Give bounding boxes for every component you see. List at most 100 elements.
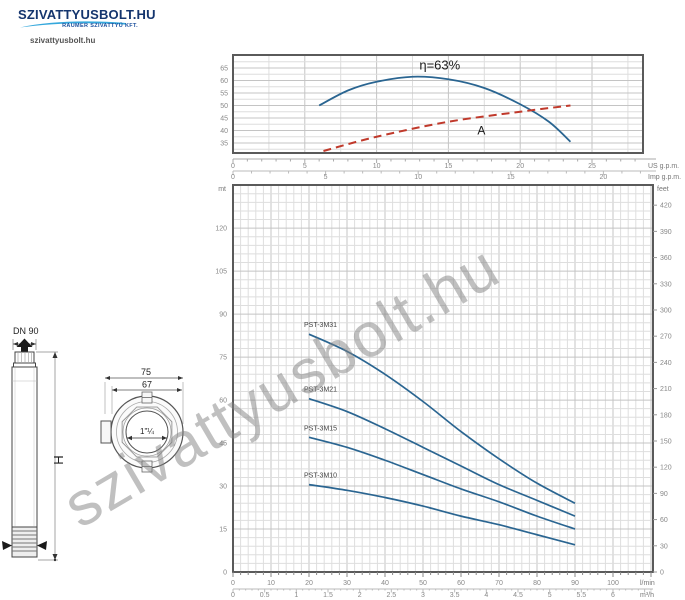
svg-text:10: 10 (373, 163, 381, 170)
svg-text:1.5: 1.5 (323, 592, 333, 599)
cable-guard-tab (100, 420, 112, 444)
curve-PST-3M21 (308, 397, 576, 517)
thread-label: 1"¼ (140, 427, 154, 436)
curve-label: PST-3M10 (304, 473, 337, 480)
svg-text:40: 40 (381, 580, 389, 587)
svg-text:45: 45 (220, 116, 228, 123)
svg-text:270: 270 (660, 334, 672, 341)
efficiency-chart: 35 40 45 50 55 60 65 η=63% A 0 5 10 15 20 25 US g.p.m. 0… (220, 54, 681, 181)
svg-text:US g.p.m.: US g.p.m. (648, 163, 679, 170)
svg-text:A: A (477, 123, 485, 137)
svg-text:5.5: 5.5 (576, 592, 586, 599)
svg-text:120: 120 (215, 226, 227, 233)
svg-text:360: 360 (660, 255, 672, 262)
pump-drawing: DN 90 (2, 326, 184, 562)
screw-bottom (141, 460, 153, 473)
svg-text:15: 15 (445, 163, 453, 170)
svg-text:0: 0 (231, 174, 235, 181)
curve-efficiency (318, 75, 572, 143)
height-label: H (51, 455, 66, 464)
svg-text:4: 4 (484, 592, 488, 599)
grid (233, 55, 643, 153)
svg-text:5: 5 (324, 174, 328, 181)
svg-text:10: 10 (414, 174, 422, 181)
svg-text:240: 240 (660, 360, 672, 367)
svg-text:80: 80 (533, 580, 541, 587)
svg-text:45: 45 (219, 441, 227, 448)
screw-top (141, 391, 153, 404)
svg-text:40: 40 (220, 128, 228, 135)
svg-text:1: 1 (294, 592, 298, 599)
grid (233, 184, 653, 572)
svg-text:0: 0 (660, 570, 664, 577)
svg-text:2.5: 2.5 (386, 592, 396, 599)
curve-label: PST-3M21 (304, 387, 337, 394)
svg-text:120: 120 (660, 465, 672, 472)
svg-text:2: 2 (358, 592, 362, 599)
svg-text:70: 70 (495, 580, 503, 587)
curve-PST-3M31 (308, 333, 576, 504)
svg-text:420: 420 (660, 203, 672, 210)
svg-text:210: 210 (660, 386, 672, 393)
svg-text:50: 50 (419, 580, 427, 587)
svg-text:50: 50 (220, 103, 228, 110)
performance-chart: PST-3M31PST-3M21PST-3M15PST-3M1001530456… (215, 184, 672, 599)
svg-text:30: 30 (660, 543, 668, 550)
curve-PST-3M15 (308, 436, 576, 530)
svg-text:3.5: 3.5 (450, 592, 460, 599)
inflow-arrow-left-icon (2, 541, 12, 550)
pump-body (11, 366, 38, 528)
site-label: szivattyusbolt.hu (30, 36, 96, 45)
svg-text:90: 90 (660, 491, 668, 498)
pump-section-view: 75 67 1"¼ (100, 367, 184, 473)
curve-label: PST-3M15 (304, 425, 337, 432)
svg-text:90: 90 (571, 580, 579, 587)
svg-text:75: 75 (219, 355, 227, 362)
svg-text:5: 5 (548, 592, 552, 599)
outflow-arrow-icon (16, 338, 33, 353)
svg-text:390: 390 (660, 229, 672, 236)
svg-text:m³/h: m³/h (640, 592, 654, 599)
pump-side-view: DN 90 (2, 326, 66, 562)
svg-text:25: 25 (588, 163, 596, 170)
svg-text:35: 35 (220, 141, 228, 148)
svg-text:90: 90 (219, 312, 227, 319)
inflow-arrow-right-icon (37, 541, 47, 550)
svg-text:60: 60 (457, 580, 465, 587)
svg-text:65: 65 (220, 66, 228, 73)
svg-text:330: 330 (660, 281, 672, 288)
svg-text:60: 60 (220, 78, 228, 85)
outer-dim-label: 75 (141, 367, 151, 377)
svg-text:100: 100 (607, 580, 619, 587)
svg-text:60: 60 (660, 517, 668, 524)
svg-text:6: 6 (611, 592, 615, 599)
dn-label: DN 90 (13, 326, 39, 336)
svg-text:l/min: l/min (640, 580, 655, 587)
svg-text:60: 60 (219, 398, 227, 405)
logo-title: SZIVATTYUSBOLT.HU (18, 7, 156, 22)
logo-subtitle: RAUMER SZIVATTYÚ KFT. (62, 23, 138, 29)
logo: SZIVATTYUSBOLT.HU RAUMER SZIVATTYÚ KFT. (18, 7, 156, 29)
svg-text:10: 10 (267, 580, 275, 587)
svg-text:η=63%: η=63% (419, 57, 460, 72)
svg-text:4.5: 4.5 (513, 592, 523, 599)
svg-text:180: 180 (660, 412, 672, 419)
inner-dim-label: 67 (142, 380, 152, 390)
svg-text:15: 15 (507, 174, 515, 181)
pump-intake-screen (11, 526, 38, 558)
svg-text:55: 55 (220, 91, 228, 98)
svg-text:20: 20 (600, 174, 608, 181)
svg-text:0: 0 (223, 570, 227, 577)
svg-text:105: 105 (215, 269, 227, 276)
svg-text:15: 15 (219, 527, 227, 534)
logo-wave-icon (20, 21, 126, 28)
pump-cap (13, 351, 36, 368)
curve-PST-3M10 (308, 483, 576, 546)
svg-text:0.5: 0.5 (260, 592, 270, 599)
svg-text:3: 3 (421, 592, 425, 599)
svg-text:feet: feet (657, 186, 669, 193)
svg-text:0: 0 (231, 163, 235, 170)
svg-text:30: 30 (343, 580, 351, 587)
svg-text:20: 20 (305, 580, 313, 587)
curve-label: PST-3M31 (304, 322, 337, 329)
